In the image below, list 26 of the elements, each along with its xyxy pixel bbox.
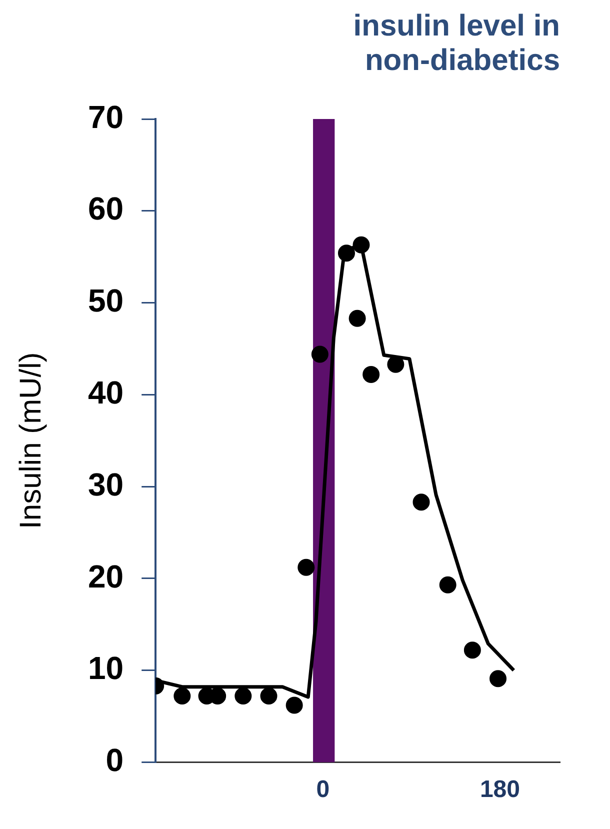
y-tick-label: 10 xyxy=(88,650,124,686)
point xyxy=(348,310,366,327)
point xyxy=(412,494,430,511)
point xyxy=(338,244,355,262)
point xyxy=(311,346,328,363)
y-axis-title: Insulin (mU/l) xyxy=(14,352,48,529)
point xyxy=(490,670,507,688)
y-tick-label: 40 xyxy=(88,374,124,410)
point xyxy=(439,576,456,594)
y-tick-label: 30 xyxy=(88,466,124,502)
point xyxy=(234,688,252,705)
y-tick-label: 50 xyxy=(88,282,124,319)
point xyxy=(298,558,315,576)
y-tick-label: 60 xyxy=(88,190,124,227)
x-tick-label: 180 xyxy=(480,776,520,804)
chart-title: insulin level in non-diabetics xyxy=(353,10,560,78)
point xyxy=(464,642,481,659)
y-tick-label: 20 xyxy=(88,558,124,594)
point xyxy=(352,236,370,254)
point xyxy=(286,696,303,714)
point xyxy=(362,366,380,383)
point xyxy=(387,356,404,373)
y-tick-label: 0 xyxy=(106,742,124,778)
point xyxy=(260,688,278,705)
point xyxy=(174,688,191,705)
y-tick-label: 70 xyxy=(88,98,124,135)
